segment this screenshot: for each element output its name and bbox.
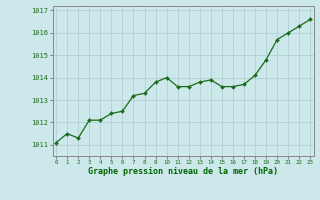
X-axis label: Graphe pression niveau de la mer (hPa): Graphe pression niveau de la mer (hPa) — [88, 167, 278, 176]
